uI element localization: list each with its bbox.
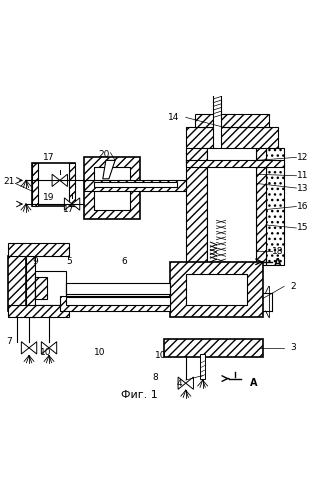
Text: 17: 17: [43, 153, 55, 162]
Text: 6: 6: [121, 257, 127, 266]
Text: 17: 17: [63, 205, 75, 214]
Text: 10: 10: [156, 351, 167, 360]
Polygon shape: [29, 342, 37, 354]
Bar: [201, 179, 266, 187]
Bar: [35, 271, 66, 305]
Bar: [257, 148, 266, 265]
Text: 15: 15: [297, 224, 308, 233]
Text: A: A: [274, 258, 282, 268]
Polygon shape: [52, 174, 60, 187]
Bar: [266, 148, 284, 265]
Text: 11: 11: [297, 171, 308, 180]
Text: 14: 14: [168, 113, 179, 122]
Text: 7: 7: [6, 337, 12, 346]
Bar: [94, 182, 177, 187]
Text: 2: 2: [290, 282, 296, 291]
Text: 19: 19: [43, 193, 55, 202]
Bar: [84, 157, 140, 219]
Text: 8: 8: [152, 373, 158, 382]
Bar: [186, 127, 278, 164]
Polygon shape: [178, 377, 186, 389]
Bar: [192, 162, 275, 179]
Polygon shape: [72, 198, 80, 210]
Bar: [186, 160, 284, 167]
Text: 13: 13: [297, 184, 308, 193]
Bar: [26, 250, 35, 317]
Text: A: A: [250, 378, 257, 388]
Bar: [186, 148, 207, 265]
Bar: [84, 180, 186, 191]
Text: 21: 21: [3, 178, 15, 187]
Bar: [66, 297, 170, 305]
Text: 20: 20: [99, 150, 110, 159]
Bar: [201, 179, 266, 187]
Bar: [35, 277, 48, 299]
Bar: [66, 283, 170, 294]
Polygon shape: [49, 342, 57, 354]
Bar: [186, 274, 247, 305]
Bar: [213, 83, 221, 151]
Text: 3: 3: [290, 343, 296, 352]
Bar: [32, 164, 38, 207]
Text: 18: 18: [272, 247, 284, 255]
Bar: [7, 244, 69, 255]
Bar: [7, 255, 26, 311]
Text: 10: 10: [94, 348, 105, 357]
Bar: [195, 114, 269, 127]
Polygon shape: [41, 342, 49, 354]
Bar: [94, 167, 130, 210]
Bar: [60, 295, 170, 311]
Text: 12: 12: [297, 153, 308, 162]
Text: 10: 10: [40, 348, 52, 357]
Bar: [69, 164, 75, 207]
Bar: [207, 148, 257, 265]
Polygon shape: [21, 342, 29, 354]
Bar: [32, 164, 75, 207]
Bar: [164, 339, 262, 357]
Text: Фиг. 1: Фиг. 1: [121, 390, 158, 400]
Text: 5: 5: [66, 257, 72, 266]
Text: 9: 9: [32, 257, 38, 266]
Text: 16: 16: [297, 202, 308, 211]
Bar: [7, 305, 69, 317]
Bar: [170, 262, 262, 317]
Polygon shape: [103, 160, 115, 179]
Bar: [200, 354, 205, 379]
Polygon shape: [60, 174, 67, 187]
Polygon shape: [186, 377, 193, 389]
Polygon shape: [64, 198, 72, 210]
Text: 4: 4: [177, 379, 183, 388]
